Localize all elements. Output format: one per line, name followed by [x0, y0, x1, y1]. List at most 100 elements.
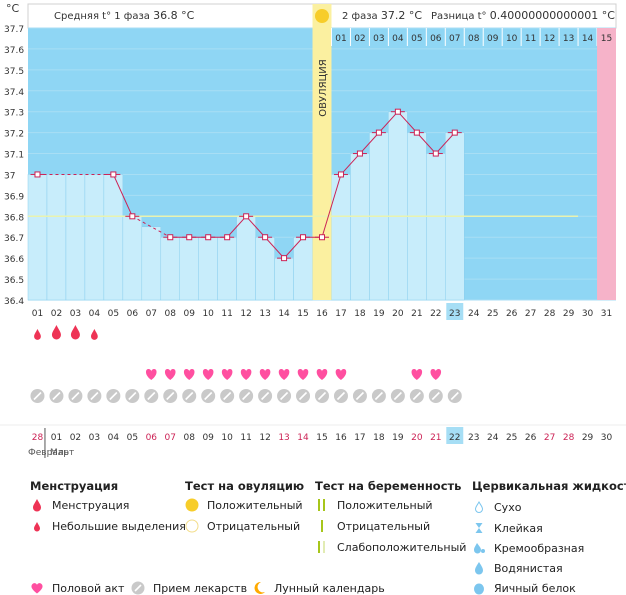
menstruation-drop-icon — [34, 329, 41, 340]
menstruation-drop-icon — [51, 325, 61, 340]
intercourse-heart-icon — [259, 369, 271, 380]
ovulation-label: ОВУЛЯЦИЯ — [318, 59, 329, 117]
medication-pill-stripe — [317, 391, 327, 401]
legend-label: Отрицательный — [337, 519, 431, 533]
phase2-day-label: 01 — [335, 34, 346, 44]
intercourse-heart-icon — [297, 369, 309, 380]
y-axis: °C 37.7 37.6 37.5 37.4 37.3 37.2 37.1 37 36.9 36.8… — [4, 2, 24, 307]
temperature-column — [122, 216, 143, 301]
double-bar-icon — [318, 499, 325, 511]
legend-ovulation-negative: Отрицательный — [185, 519, 300, 533]
temperature-point — [205, 234, 212, 241]
medication-pill-stripe — [279, 391, 289, 401]
temperature-point — [337, 171, 344, 178]
intercourse-heart-icon — [183, 369, 195, 380]
temperature-column — [46, 174, 67, 301]
legend-label: Лунный календарь — [274, 581, 385, 595]
medication-pill-stripe — [431, 391, 440, 401]
temperature-point — [356, 150, 363, 157]
y-tick-label: 37.3 — [4, 109, 24, 119]
phase2-value: 37.2 °C — [380, 9, 423, 22]
temperature-point — [281, 255, 288, 262]
ovulation-band — [312, 4, 332, 300]
legend-ovulation-positive: Положительный — [185, 498, 303, 512]
intercourse-heart-icon — [430, 369, 442, 380]
x-tick-label: 12 — [240, 309, 251, 319]
temperature-line-segment — [340, 153, 361, 175]
calendar-date: 27 — [544, 433, 555, 443]
temperature-column — [160, 236, 180, 301]
legend-lunar-calendar[interactable]: Лунный календарь — [252, 581, 385, 595]
phase2-day-label: 11 — [525, 34, 536, 44]
chart-bands: ОВУЛЯЦИЯ01020304050607080910111213141515 — [312, 4, 616, 300]
legend-menstruation-item: Менструация — [30, 498, 129, 512]
legend-cervical-sticky: Клейкая — [472, 521, 543, 535]
menstruation-drop-icon — [70, 325, 80, 340]
temperature-column — [331, 174, 351, 301]
x-tick-label: 26 — [506, 309, 518, 319]
temperature-point — [110, 171, 117, 178]
moon-icon — [254, 581, 265, 594]
x-tick-label: 06 — [127, 309, 139, 319]
calendar-date: 05 — [127, 433, 138, 443]
temperature-point — [243, 213, 250, 220]
temperature-column — [65, 174, 86, 301]
intercourse-heart-icon — [164, 369, 176, 380]
temperature-point — [413, 129, 420, 136]
intercourse-heart-icon — [278, 369, 290, 380]
medication-pill-stripe — [336, 391, 346, 401]
x-tick-label: 28 — [544, 309, 556, 319]
legend-label: Яичный белок — [494, 581, 576, 595]
legend-menstruation-title: Менструация — [30, 479, 119, 493]
temperature-point — [186, 234, 193, 241]
calendar-date: 28 — [563, 433, 575, 443]
month-label: Февраль — [28, 448, 69, 458]
phase2-day-label: 12 — [544, 34, 555, 44]
x-tick-label: 13 — [259, 309, 270, 319]
temperature-column — [103, 174, 124, 301]
legend-pregnancy-positive: Положительный — [315, 498, 433, 512]
phase1-label: Средняя t° 1 фаза — [54, 11, 150, 22]
intercourse-heart-icon — [316, 369, 328, 380]
x-tick-label: 02 — [51, 309, 62, 319]
temperature-line-segment — [416, 132, 437, 154]
drop-icon — [33, 499, 41, 512]
temperature-column — [27, 174, 48, 301]
y-tick-label: 36.6 — [4, 255, 24, 265]
temperature-column — [293, 236, 313, 301]
y-tick-label: 36.8 — [4, 213, 24, 223]
temperature-line-segment — [112, 174, 133, 217]
sun-outline-icon — [185, 519, 199, 533]
medication-pill-stripe — [71, 391, 80, 401]
x-tick-label: 15 — [297, 309, 308, 319]
calendar-date: 22 — [449, 433, 460, 443]
calendar-date: 03 — [89, 433, 100, 443]
calendar-date: 30 — [601, 433, 613, 443]
x-tick-label: 20 — [392, 309, 404, 319]
pill-icon — [131, 581, 145, 595]
phase2-day-label: 10 — [506, 34, 518, 44]
x-tick-label: 09 — [183, 309, 195, 319]
temperature-point — [375, 129, 382, 136]
y-tick-label: 36.9 — [4, 192, 24, 202]
legend-label: Небольшие выделения — [52, 519, 186, 533]
legend-label: Отрицательный — [207, 519, 301, 533]
phase2-day-label: 04 — [392, 34, 404, 44]
calendar-date: 08 — [183, 433, 195, 443]
diff-label: Разница t° — [431, 11, 487, 22]
x-tick-label: 27 — [525, 309, 536, 319]
x-tick-label: 10 — [202, 309, 214, 319]
medication-pill-stripe — [261, 391, 270, 401]
temperature-column — [255, 236, 275, 301]
legend-cervical-title: Цервикальная жидкость — [472, 479, 626, 493]
x-tick-label: 03 — [70, 309, 81, 319]
calendar-date: 07 — [165, 433, 176, 443]
phase2-day-label: 02 — [354, 34, 365, 44]
medication-pill-stripe — [90, 391, 99, 401]
calendar-date: 15 — [316, 433, 327, 443]
medication-pill-stripe — [147, 391, 156, 401]
calendar-date: 13 — [278, 433, 289, 443]
small-drop-icon — [34, 522, 40, 532]
y-tick-label: 37.1 — [4, 151, 24, 161]
temperature-line-segment — [321, 174, 342, 238]
